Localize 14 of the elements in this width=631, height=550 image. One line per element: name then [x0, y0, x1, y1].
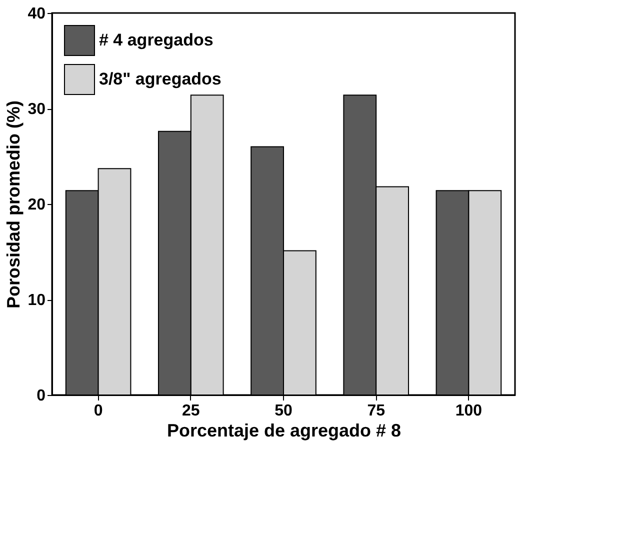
legend-label: 3/8" agregados [99, 70, 222, 88]
x-tick-label: 25 [182, 402, 200, 420]
y-tick-label: 30 [28, 101, 46, 118]
legend-label: # 4 agregados [99, 30, 214, 50]
y-tick-label: 10 [28, 292, 46, 309]
x-axis-title: Porcentaje de agregado # 8 [166, 420, 402, 440]
y-tick-label: 0 [36, 388, 46, 404]
y-tick-label: 40 [28, 6, 46, 22]
x-tick-label: 75 [367, 402, 386, 420]
y-axis-title: Porosidad promedio (%) [4, 100, 24, 309]
x-tick-label: 100 [455, 402, 482, 420]
x-tick-label: 0 [94, 402, 103, 420]
x-tick-label: 50 [274, 402, 292, 420]
y-tick-label: 20 [28, 196, 46, 214]
